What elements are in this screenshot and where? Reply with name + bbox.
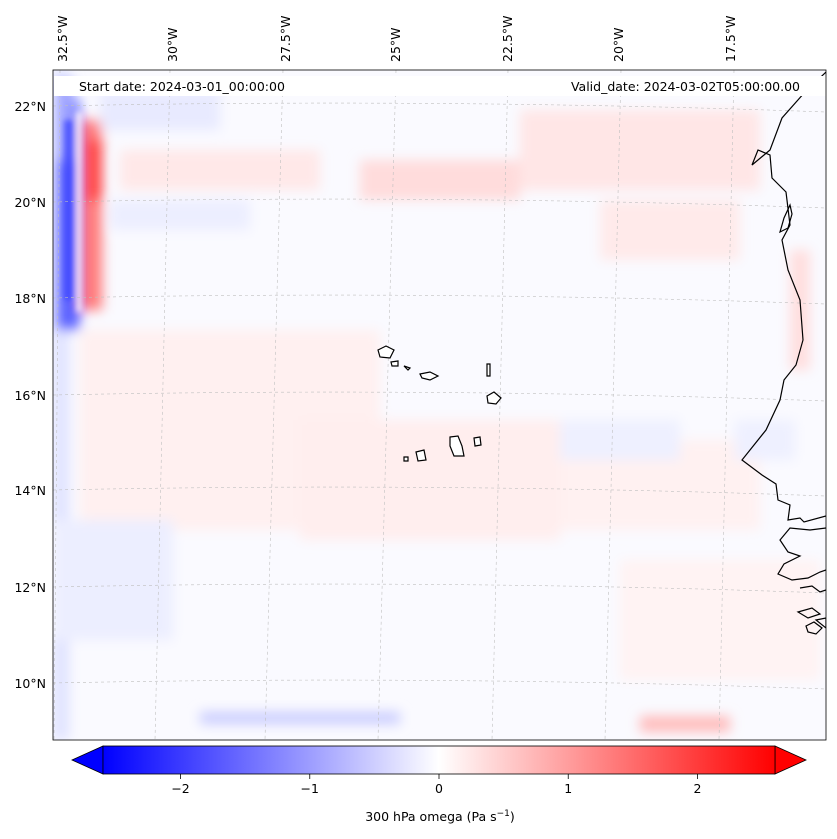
colorbar-tick-label: −1 (301, 781, 319, 796)
colorbar-tick-label: 1 (564, 781, 572, 796)
cape-verde-islands (377, 345, 502, 462)
lon-label: 32.5°W (55, 16, 70, 62)
colorbar-tick-label: 0 (435, 781, 443, 796)
omega-field-detail (64, 112, 82, 312)
coastline-west-africa (741, 71, 826, 523)
colorbar: −2 −1 0 1 2 300 hPa omega (Pa s−1) (71, 745, 807, 824)
lon-labels: 32.5°W 30°W 27.5°W 25°W 22.5°W 20°W 17.5… (55, 16, 738, 62)
map-frame (52, 69, 827, 741)
colorbar-body (102, 745, 776, 775)
map-panel (53, 70, 826, 740)
lon-label: 25°W (388, 27, 403, 62)
coastline (741, 71, 826, 635)
lat-label: 10°N (14, 676, 46, 691)
lat-label: 12°N (14, 580, 46, 595)
colorbar-extend-min (71, 745, 104, 775)
omega-field (53, 70, 820, 740)
lat-labels: 22°N 20°N 18°N 16°N 14°N 12°N 10°N (14, 99, 46, 691)
lat-label: 16°N (14, 388, 46, 403)
colorbar-ticks: −2 −1 0 1 2 (171, 774, 701, 796)
graticule (53, 70, 826, 740)
colorbar-extend-max (774, 745, 807, 775)
colorbar-label: 300 hPa omega (Pa s−1) (365, 809, 515, 824)
colorbar-tick-label: −2 (171, 781, 189, 796)
lon-label: 30°W (165, 27, 180, 62)
valid-date-label: Valid_date: 2024-03-02T05:00:00.00 (571, 79, 800, 94)
lat-label: 22°N (14, 99, 46, 114)
lon-label: 17.5°W (723, 16, 738, 62)
start-date-label: Start date: 2024-03-01_00:00:00 (79, 79, 285, 94)
lon-label: 20°W (611, 27, 626, 62)
lon-label: 27.5°W (278, 16, 293, 62)
lat-label: 20°N (14, 195, 46, 210)
lon-label: 22.5°W (500, 16, 515, 62)
lat-label: 18°N (14, 291, 46, 306)
lat-label: 14°N (14, 483, 46, 498)
header-band (54, 76, 826, 96)
colorbar-tick-label: 2 (693, 781, 701, 796)
